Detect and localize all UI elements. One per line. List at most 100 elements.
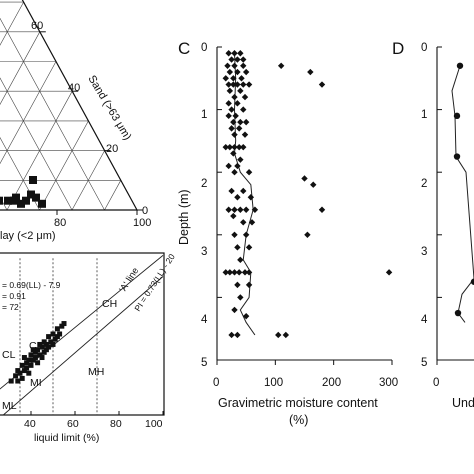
ternary-gridline: [39, 120, 89, 211]
moisture-xtick-300: 300: [379, 377, 398, 389]
moisture-point: [232, 112, 239, 120]
zone-label-ch: CH: [102, 298, 117, 310]
ternary-points: [0, 176, 46, 208]
moisture-point: [318, 81, 326, 88]
moisture-point: [277, 62, 285, 69]
plasticity-point: [50, 341, 56, 347]
plasticity-point: [48, 339, 54, 345]
moisture-xtick-200: 200: [322, 377, 341, 389]
moisture-point: [222, 75, 229, 82]
plasticity-point: [24, 360, 30, 366]
moisture-point: [226, 269, 234, 276]
plasticity-point: [43, 341, 49, 347]
moisture-x-axis-unit: (%): [289, 413, 308, 427]
equation-fit: = 0.69(LL) - 7.9: [2, 280, 61, 290]
moisture-point: [231, 62, 238, 69]
plasticity-tick-40: 40: [24, 418, 36, 430]
d-xtick-0: 0: [433, 377, 439, 389]
plasticity-point: [13, 373, 19, 379]
ternary-gridline: [0, 61, 57, 165]
panel-d-label: D: [392, 39, 404, 58]
d-point: [453, 153, 461, 160]
moisture-point: [231, 50, 238, 57]
moisture-point: [275, 331, 282, 339]
plasticity-point: [57, 331, 63, 337]
moisture-point: [240, 143, 247, 151]
plasticity-point: [35, 360, 41, 366]
ternary-point: [38, 199, 46, 208]
moisture-point: [237, 256, 244, 264]
moisture-point: [242, 118, 250, 126]
moisture-point: [234, 194, 241, 201]
moisture-point: [241, 269, 249, 276]
ternary-frame: [0, 0, 143, 215]
moisture-point: [226, 143, 234, 151]
ternary-tick-0: 0: [142, 205, 148, 217]
moisture-point: [248, 219, 256, 226]
plasticity-point: [39, 344, 45, 350]
d-ytick-5: 5: [421, 357, 427, 369]
moisture-point: [226, 87, 234, 95]
panel-d: D 0 1 2 3 4 5 0 Und: [392, 39, 474, 410]
moisture-point: [242, 206, 250, 213]
moisture-point: [235, 269, 243, 276]
moisture-ytick-2: 2: [201, 178, 207, 190]
plasticity-point: [37, 341, 43, 347]
moisture-point: [228, 106, 235, 113]
moisture-point: [234, 56, 241, 63]
ternary-gridline: [0, 1, 24, 46]
moisture-point: [230, 212, 237, 220]
d-point: [454, 309, 462, 317]
ternary-panel: 60 40 20 0 80 100 Sand (>63 μm) lay (<2 …: [0, 0, 151, 242]
plasticity-x-axis-label: liquid limit (%): [34, 432, 99, 444]
plasticity-point: [19, 375, 25, 381]
d-point: [453, 112, 461, 120]
ternary-point: [4, 196, 12, 205]
plasticity-point: [41, 339, 47, 345]
plasticity-point: [17, 370, 23, 376]
plasticity-frame: [0, 252, 165, 416]
ternary-point: [17, 199, 25, 208]
moisture-point: [225, 206, 232, 213]
plasticity-point: [61, 321, 67, 327]
moisture-point: [240, 106, 247, 113]
moisture-point: [241, 131, 249, 138]
moisture-point: [245, 81, 253, 88]
d-series-line: [451, 65, 474, 323]
moisture-point: [235, 125, 243, 132]
moisture-point: [231, 143, 238, 151]
zone-label-mi: MI: [30, 377, 42, 389]
moisture-xtick-100: 100: [264, 377, 283, 389]
plasticity-point: [28, 352, 34, 358]
moisture-point: [245, 244, 253, 251]
plasticity-point: [43, 347, 49, 353]
ternary-gridline: [0, 17, 105, 211]
moisture-point: [307, 68, 314, 76]
ternary-point: [10, 196, 18, 205]
moisture-ytick-5: 5: [201, 357, 207, 369]
moisture-ytick-1: 1: [201, 109, 207, 121]
ternary-tick-80: 80: [54, 217, 66, 229]
moisture-point: [242, 312, 250, 320]
plasticity-point: [54, 334, 60, 340]
plasticity-point: [28, 362, 34, 368]
moisture-point: [224, 62, 231, 69]
moisture-point: [231, 93, 238, 101]
moisture-point: [251, 206, 259, 213]
moisture-point: [238, 75, 245, 82]
plasticity-point: [46, 344, 52, 350]
plasticity-point: [35, 347, 41, 353]
moisture-point: [235, 143, 243, 151]
moisture-xtick-0: 0: [213, 377, 219, 389]
d-ytick-3: 3: [421, 246, 427, 258]
plasticity-point: [30, 357, 36, 363]
moisture-point: [245, 281, 253, 289]
ternary-point: [27, 190, 35, 199]
moisture-ytick-3: 3: [201, 246, 207, 258]
moisture-point: [234, 68, 241, 76]
moisture-point: [247, 194, 255, 201]
moisture-point: [237, 118, 244, 126]
moisture-point: [241, 93, 249, 101]
moisture-point: [225, 81, 232, 88]
